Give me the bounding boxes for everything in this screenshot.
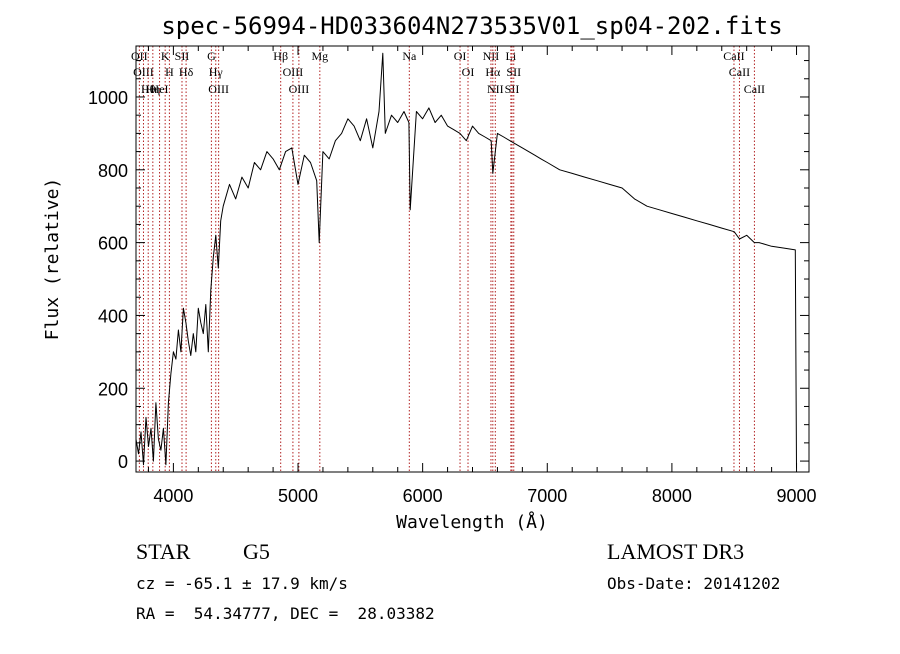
coordinates-readout: RA = 54.34777, DEC = 28.03382 [136, 604, 435, 623]
line-marker-label: Hη [145, 82, 160, 96]
x-tick-label: 5000 [278, 486, 318, 506]
line-marker-layer: OIIOIIIHθHηHeIKHSIIHδGHγOIIIHβOIIIOIIIMg… [131, 46, 765, 472]
y-tick-label: 1000 [88, 88, 128, 108]
line-marker-label: OIII [289, 82, 310, 96]
line-marker-label: CaII [744, 82, 765, 96]
line-marker-label: G [207, 49, 216, 63]
line-marker-label: Mg [311, 49, 328, 63]
x-tick-label: 7000 [527, 486, 567, 506]
line-marker-label: Li [506, 49, 517, 63]
line-marker-label: Hθ [141, 82, 156, 96]
x-tick-label: 6000 [403, 486, 443, 506]
y-tick-label: 200 [98, 379, 128, 399]
spectrum-layer [135, 52, 797, 469]
line-marker-label: SII [175, 49, 190, 63]
line-marker-label: HeI [151, 82, 169, 96]
object-type: STAR [136, 539, 191, 564]
x-tick-label: 4000 [153, 486, 193, 506]
line-marker-label: CaII [723, 49, 744, 63]
line-marker-label: CaII [729, 65, 750, 79]
survey-name: LAMOST DR3 [607, 539, 745, 564]
y-axis-label: Flux (relative) [42, 178, 63, 341]
line-marker-label: OI [454, 49, 467, 63]
chart-title: spec-56994-HD033604N273535V01_sp04-202.f… [161, 12, 782, 40]
line-marker-label: SII [505, 82, 520, 96]
y-tick-label: 600 [98, 234, 128, 254]
line-marker-label: Hγ [209, 65, 224, 79]
axis-layer: 4000 5000 6000 7000 8000 9000 0 200 400 600 800 100… [88, 46, 817, 506]
spectrum-series-line [135, 52, 797, 469]
line-marker-label: Na [402, 49, 417, 63]
velocity-readout: cz = -65.1 ± 17.9 km/s [136, 574, 348, 593]
line-marker-label: OI [462, 65, 475, 79]
y-tick-label: 0 [118, 452, 128, 472]
line-marker-label: OII [131, 49, 148, 63]
x-axis-label: Wavelength (Å) [396, 511, 548, 533]
line-marker-label: OIII [208, 82, 229, 96]
observation-date: Obs-Date: 20141202 [607, 574, 781, 593]
line-marker-label: OIII [283, 65, 304, 79]
y-tick-label: 800 [98, 161, 128, 181]
line-marker-label: Hδ [179, 65, 194, 79]
line-marker-label: SII [506, 65, 521, 79]
x-tick-label: 9000 [777, 486, 817, 506]
spectral-subclass: G5 [243, 539, 270, 564]
line-marker-label: Hα [485, 65, 501, 79]
line-marker-label: NII [487, 82, 504, 96]
line-marker-label: NII [483, 49, 500, 63]
y-tick-label: 400 [98, 306, 128, 326]
line-marker-label: Hβ [273, 49, 288, 63]
line-marker-label: H [165, 65, 174, 79]
plot-frame [135, 45, 810, 473]
line-marker-label: K [161, 49, 170, 63]
x-tick-label: 8000 [652, 486, 692, 506]
